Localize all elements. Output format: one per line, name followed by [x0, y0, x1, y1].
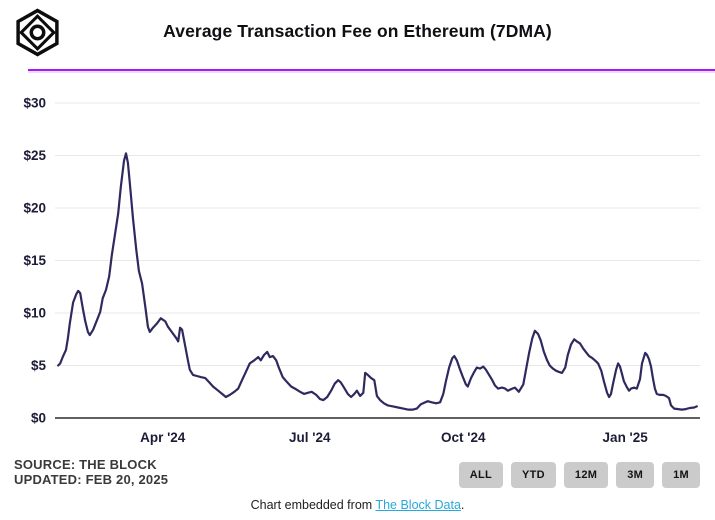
embed-note-suffix: .: [460, 498, 465, 512]
x-axis-label: Jul '24: [289, 430, 331, 445]
the-block-data-link[interactable]: The Block Data: [375, 498, 461, 512]
range-button-all[interactable]: ALL: [458, 462, 503, 488]
updated-line: UPDATED: FEB 20, 2025: [14, 472, 169, 487]
embed-note-prefix: Chart embedded from: [250, 498, 376, 512]
y-axis-label: $5: [31, 358, 47, 373]
x-axis-label: Jan '25: [603, 430, 649, 445]
y-axis-label: $10: [23, 306, 46, 321]
range-button-3m[interactable]: 3M: [616, 462, 655, 488]
range-button-1m[interactable]: 1M: [662, 462, 700, 488]
the-block-logo-icon: [16, 8, 59, 57]
source-line: SOURCE: THE BLOCK: [14, 457, 157, 472]
page-title: Average Transaction Fee on Ethereum (7DM…: [163, 20, 552, 41]
range-button-12m[interactable]: 12M: [563, 462, 609, 488]
y-axis-label: $25: [23, 148, 46, 163]
time-range-selector: ALL YTD 12M 3M 1M: [458, 462, 700, 488]
source-attribution: SOURCE: THE BLOCK UPDATED: FEB 20, 2025: [14, 457, 168, 487]
x-axis-label: Oct '24: [441, 430, 486, 445]
embed-note: Chart embedded from The Block Data.: [0, 498, 715, 512]
fee-line-chart: $0 $5 $10 $15 $20 $25 $30 Apr '24 Jul '24 Oct '24…: [23, 96, 700, 445]
y-axis-label: $15: [23, 253, 46, 268]
range-button-ytd[interactable]: YTD: [511, 462, 556, 488]
y-axis-label: $20: [23, 201, 46, 216]
y-axis-label: $0: [31, 411, 46, 426]
y-axis-label: $30: [23, 96, 46, 111]
accent-divider: [28, 69, 715, 71]
header: Average Transaction Fee on Ethereum (7DM…: [0, 0, 715, 71]
x-axis-label: Apr '24: [140, 430, 186, 445]
fee-line-path: [57, 152, 698, 411]
